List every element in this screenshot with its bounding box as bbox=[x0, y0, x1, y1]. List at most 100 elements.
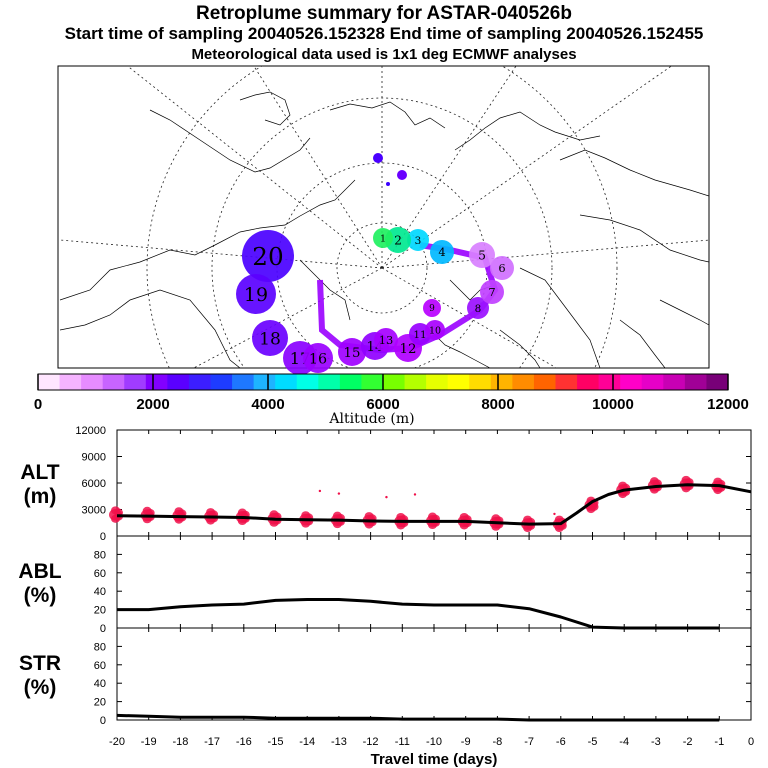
colorbar-tick-label: 10000 bbox=[592, 396, 634, 413]
plume-cluster bbox=[423, 299, 441, 317]
colorbar-tick-label: 6000 bbox=[366, 396, 399, 413]
plume-cluster-label: 12 bbox=[400, 342, 417, 357]
plume-cluster bbox=[373, 228, 393, 248]
altitude-point bbox=[142, 506, 152, 515]
plume-cluster-label: 13 bbox=[379, 333, 394, 347]
colorbar-swatch bbox=[59, 374, 82, 390]
y-tick-label: 6000 bbox=[82, 478, 106, 490]
altitude-point bbox=[649, 477, 659, 486]
x-tick-label: -9 bbox=[461, 736, 471, 748]
plume-cluster bbox=[252, 320, 288, 356]
altitude-point bbox=[396, 512, 406, 522]
plume-cluster-label: 9 bbox=[429, 304, 435, 314]
y-tick-label: 0 bbox=[100, 715, 106, 727]
x-tick-label: -15 bbox=[268, 736, 284, 748]
x-tick-label: -8 bbox=[493, 736, 503, 748]
plume-fragment bbox=[397, 170, 407, 180]
colorbar-swatch bbox=[124, 374, 147, 390]
colorbar-swatch bbox=[145, 374, 168, 390]
colorbar-swatch bbox=[598, 374, 621, 390]
altitude-outlier bbox=[337, 492, 341, 495]
altitude-point bbox=[237, 508, 247, 517]
panel-unit: (m) bbox=[24, 485, 57, 508]
y-tick-label: 12000 bbox=[75, 425, 106, 437]
altitude-point bbox=[491, 514, 501, 523]
altitude-outlier bbox=[413, 493, 417, 496]
colorbar-swatch bbox=[383, 374, 406, 390]
colorbar-tick-label: 2000 bbox=[136, 396, 169, 413]
plume-cluster-label: 3 bbox=[415, 235, 422, 247]
x-tick-label: -2 bbox=[683, 736, 693, 748]
x-tick-label: -10 bbox=[426, 736, 442, 748]
x-tick-label: -11 bbox=[395, 736, 410, 748]
x-tick-label: -3 bbox=[651, 736, 661, 748]
plume-cluster bbox=[303, 343, 333, 373]
y-tick-label: 3000 bbox=[82, 505, 106, 517]
y-tick-label: 60 bbox=[94, 660, 106, 672]
altitude-point bbox=[364, 512, 374, 521]
y-tick-label: 60 bbox=[94, 568, 106, 580]
colorbar-label: Altitude (m) bbox=[328, 411, 414, 427]
y-tick-label: 0 bbox=[100, 623, 106, 635]
colorbar-swatch bbox=[426, 374, 449, 390]
altitude-point bbox=[713, 477, 723, 486]
colorbar-swatch bbox=[512, 374, 535, 390]
colorbar-swatch bbox=[232, 374, 255, 390]
plume-cluster bbox=[407, 229, 429, 251]
plume-fragment bbox=[386, 182, 390, 186]
x-tick-label: -16 bbox=[236, 736, 252, 748]
panel-label: STR bbox=[19, 652, 61, 675]
altitude-colorbar: 0 2000 4000 6000 8000 10000 12000 Altitude (m) bbox=[34, 373, 749, 427]
plume-cluster bbox=[338, 338, 366, 366]
series-line-str bbox=[116, 713, 720, 722]
altitude-point bbox=[618, 481, 628, 490]
colorbar-swatch bbox=[167, 374, 190, 390]
plume-cluster-label: 7 bbox=[488, 285, 495, 299]
colorbar-tick-label: 8000 bbox=[481, 396, 514, 413]
y-tick-label: 9000 bbox=[82, 452, 106, 464]
panel-unit: (%) bbox=[24, 676, 57, 699]
map-frame bbox=[57, 65, 710, 369]
colorbar-swatch bbox=[469, 374, 492, 390]
colorbar-swatch bbox=[210, 374, 233, 390]
colorbar-tick-label: 0 bbox=[34, 396, 42, 413]
panel-label: ABL bbox=[18, 560, 61, 583]
x-tick-label: -1 bbox=[714, 736, 724, 748]
plume-cluster-label: 16 bbox=[309, 351, 327, 367]
x-tick-label: -18 bbox=[172, 736, 188, 748]
y-tick-label: 80 bbox=[94, 641, 106, 653]
colorbar-swatch bbox=[641, 374, 664, 390]
plume-cluster-label: 1 bbox=[380, 234, 386, 245]
colorbar-swatch bbox=[533, 374, 556, 390]
x-tick-label: -5 bbox=[588, 736, 598, 748]
colorbar-swatch bbox=[663, 374, 686, 390]
x-tick-label: -20 bbox=[109, 736, 125, 748]
colorbar-swatch bbox=[102, 374, 125, 390]
colorbar-swatch bbox=[447, 374, 470, 390]
plume-cluster bbox=[236, 274, 276, 314]
altitude-point bbox=[174, 507, 184, 516]
plume-cluster-label: 20 bbox=[252, 242, 283, 271]
sampling-times: Start time of sampling 20040526.152328 E… bbox=[64, 24, 704, 43]
altitude-point bbox=[428, 512, 437, 521]
colorbar-swatch bbox=[38, 374, 61, 390]
colorbar-tick-label: 4000 bbox=[251, 396, 284, 413]
plume-cluster bbox=[374, 328, 398, 352]
x-tick-label: -4 bbox=[619, 736, 629, 748]
plume-cluster-label: 11 bbox=[413, 329, 426, 341]
plume-cluster bbox=[469, 242, 495, 268]
altitude-outlier bbox=[553, 512, 556, 516]
chart-title: Retroplume summary for ASTAR-040526b bbox=[196, 3, 572, 24]
time-series-panels: 120009000600030000ALT(m)806040200ABL(%)8… bbox=[18, 425, 754, 768]
y-tick-label: 80 bbox=[94, 549, 106, 561]
plume-cluster-label: 6 bbox=[498, 261, 505, 275]
panel-frame bbox=[116, 535, 752, 629]
y-tick-label: 0 bbox=[100, 531, 106, 543]
series-line-abl bbox=[117, 598, 720, 630]
plume-cluster bbox=[430, 240, 454, 264]
x-tick-label: -13 bbox=[331, 736, 347, 748]
colorbar-swatch bbox=[253, 374, 276, 390]
colorbar-swatch bbox=[684, 374, 707, 390]
